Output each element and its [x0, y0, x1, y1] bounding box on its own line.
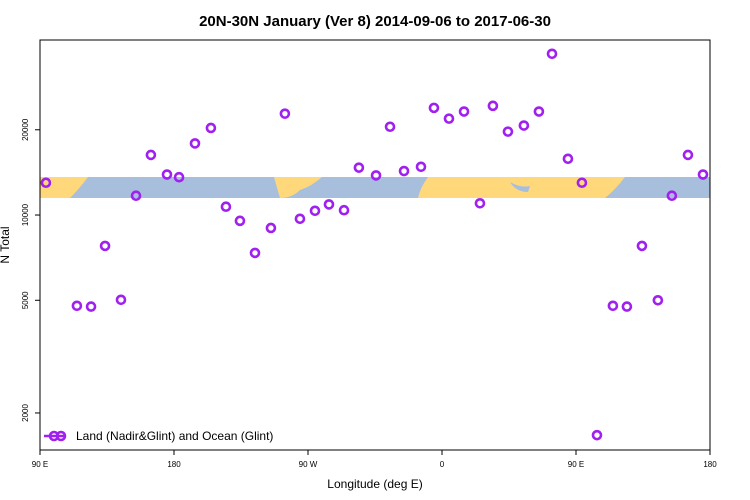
point	[682, 149, 694, 161]
point	[220, 201, 232, 213]
point	[666, 190, 678, 202]
point	[115, 294, 127, 306]
x-axis-label: Longitude (deg E)	[327, 477, 422, 491]
point	[576, 177, 588, 189]
x-tick-label: 90 E	[568, 460, 584, 469]
point	[234, 215, 246, 227]
point	[145, 149, 157, 161]
plot-frame	[39, 39, 711, 451]
point	[40, 177, 52, 189]
point	[518, 120, 530, 131]
point	[99, 240, 111, 252]
point	[562, 153, 574, 165]
point	[621, 301, 633, 312]
y-tick-label: 20000	[21, 118, 30, 141]
point	[443, 113, 455, 124]
point	[458, 106, 470, 117]
point	[338, 204, 350, 216]
y-axis-label: N Total	[0, 226, 12, 263]
point	[415, 161, 427, 173]
point	[398, 165, 410, 177]
x-tick-label: 180	[703, 460, 717, 469]
legend-label: Land (Nadir&Glint) and Ocean (Glint)	[76, 429, 273, 443]
point	[370, 170, 382, 181]
point	[71, 300, 83, 312]
point	[474, 198, 486, 209]
point	[189, 138, 201, 149]
point	[487, 100, 499, 112]
point	[205, 122, 217, 134]
x-tick-label: 90 W	[299, 460, 318, 469]
y-tick-label: 2000	[21, 404, 30, 422]
point	[173, 171, 185, 183]
point	[130, 190, 142, 202]
chart-title: 20N-30N January (Ver 8) 2014-09-06 to 20…	[199, 13, 551, 30]
legend-swatch	[55, 430, 67, 442]
point	[85, 301, 97, 312]
map-ocean	[510, 182, 530, 192]
point	[384, 121, 396, 133]
map-land	[40, 177, 88, 198]
point	[591, 429, 603, 441]
map-land	[274, 177, 322, 198]
point	[607, 300, 619, 312]
y-tick-label: 10000	[21, 203, 30, 226]
x-tick-label: 180	[167, 460, 181, 469]
point	[161, 169, 173, 180]
point	[265, 222, 277, 234]
point	[652, 294, 664, 306]
point	[428, 102, 440, 114]
point	[353, 162, 365, 173]
point	[533, 106, 545, 117]
point	[279, 108, 291, 119]
y-tick-label: 5000	[21, 291, 30, 309]
point	[249, 247, 261, 259]
x-tick-label: 0	[440, 460, 445, 469]
point	[502, 126, 514, 137]
point	[697, 169, 709, 180]
point	[294, 213, 306, 225]
x-tick-label: 90 E	[32, 460, 48, 469]
point	[546, 48, 558, 60]
point	[323, 199, 335, 210]
map-strip	[40, 177, 710, 198]
point	[636, 240, 648, 252]
point	[309, 205, 321, 217]
